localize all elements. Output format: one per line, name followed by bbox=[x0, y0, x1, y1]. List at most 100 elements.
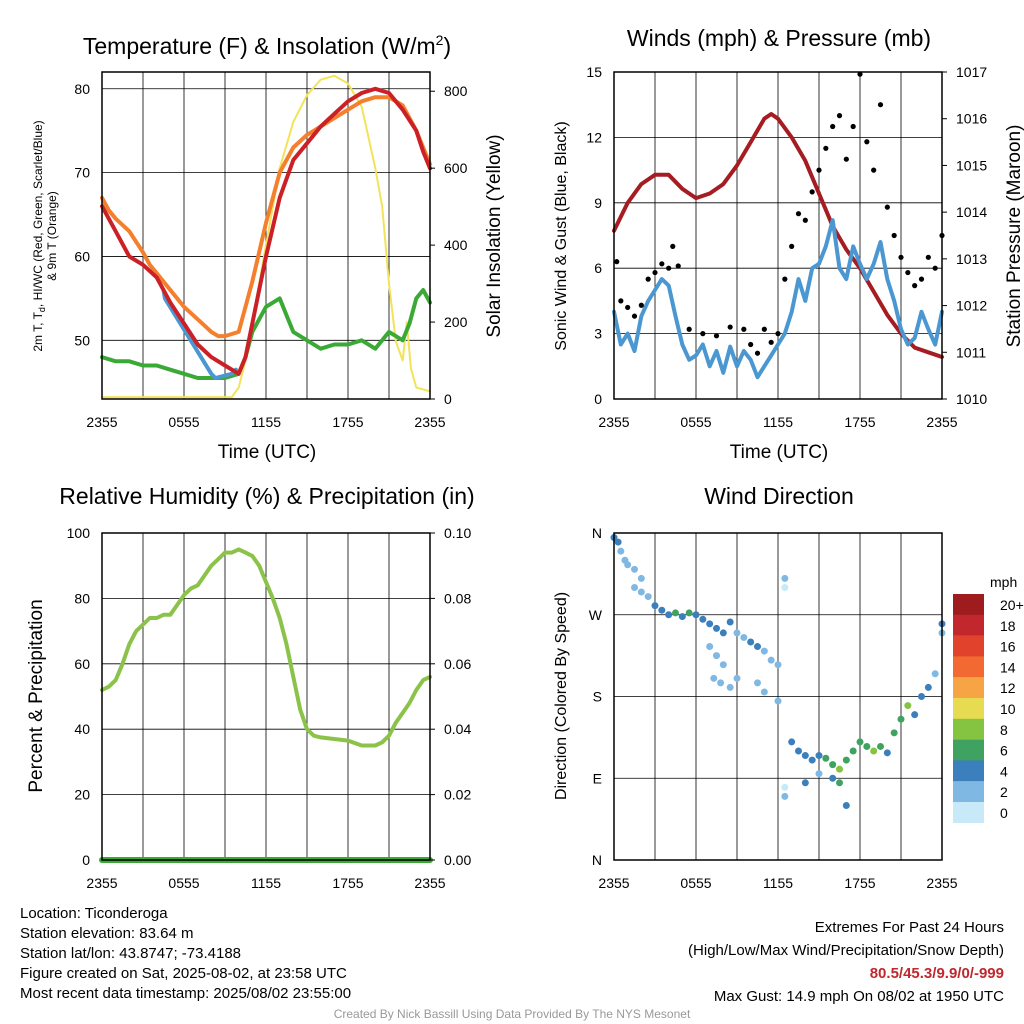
gust-point bbox=[932, 265, 938, 271]
x-tick-label: 1155 bbox=[763, 414, 793, 430]
y-tick-label: 80 bbox=[74, 590, 90, 606]
station-elevation: Station elevation: 83.64 m bbox=[20, 925, 194, 942]
y2-tick-label: 200 bbox=[444, 314, 468, 330]
winds-series bbox=[612, 71, 945, 380]
y2-tick-label: 800 bbox=[444, 83, 468, 99]
legend-label: 10 bbox=[1000, 701, 1016, 717]
gust-point bbox=[631, 313, 638, 319]
temperature-series bbox=[100, 74, 432, 399]
x-tick-label: 1155 bbox=[251, 414, 281, 430]
direction-point bbox=[692, 611, 700, 619]
y2-tick-label: 0.00 bbox=[444, 852, 471, 868]
direction-point bbox=[883, 749, 891, 757]
humidity-title: Relative Humidity (%) & Precipitation (i… bbox=[59, 483, 474, 509]
direction-point bbox=[637, 574, 645, 582]
gust-point bbox=[857, 71, 863, 77]
direction-point bbox=[767, 656, 775, 664]
x-tick-label: 1155 bbox=[763, 875, 793, 891]
temperature-title: Temperature (F) & Insolation (W/m2) bbox=[83, 32, 451, 59]
y-tick-label: 40 bbox=[74, 721, 90, 737]
station-location: Location: Ticonderoga bbox=[20, 905, 168, 922]
winddir-series bbox=[610, 534, 946, 809]
legend-label: 6 bbox=[1000, 743, 1008, 759]
y-tick-label: 15 bbox=[586, 64, 602, 80]
legend-swatch bbox=[953, 594, 984, 615]
gust-point bbox=[823, 145, 829, 151]
gust-point bbox=[775, 331, 781, 337]
gust-point bbox=[782, 276, 788, 282]
legend-label: 14 bbox=[1000, 659, 1016, 675]
y-tick-label: 9 bbox=[594, 195, 602, 211]
direction-point bbox=[624, 561, 632, 569]
gust-point bbox=[836, 113, 843, 119]
y-tick-label: 20 bbox=[74, 787, 90, 803]
winddir-plot-frame bbox=[613, 532, 943, 861]
winddir-ticks: 2355 0555 1155 1755 2355 N E S W N bbox=[589, 525, 958, 891]
legend-swatch bbox=[953, 760, 984, 782]
gust-point bbox=[905, 269, 911, 276]
x-tick-label: 2355 bbox=[86, 875, 117, 891]
gust-point bbox=[666, 265, 672, 271]
direction-point bbox=[631, 565, 638, 573]
winds-xlabel: Time (UTC) bbox=[730, 442, 829, 463]
direction-point bbox=[614, 538, 622, 546]
winds-ylabel-right: Station Pressure (Maroon) bbox=[1004, 125, 1024, 348]
direction-point bbox=[719, 629, 727, 637]
direction-point bbox=[795, 747, 802, 755]
direction-point bbox=[644, 593, 652, 601]
y2-tick-label: 1013 bbox=[956, 251, 987, 267]
direction-point bbox=[658, 606, 666, 614]
extremes-values: 80.5/45.3/9.9/0/-999 bbox=[869, 965, 1004, 982]
dewpoint-line bbox=[100, 288, 432, 380]
legend-label: 2 bbox=[1000, 784, 1008, 800]
x-tick-label: 2355 bbox=[414, 414, 445, 430]
x-tick-label: 0555 bbox=[680, 875, 711, 891]
direction-point bbox=[801, 752, 809, 760]
direction-point bbox=[924, 683, 932, 691]
gust-point bbox=[659, 261, 665, 267]
winddir-grid bbox=[613, 532, 943, 861]
extremes-title: Extremes For Past 24 Hours bbox=[814, 919, 1004, 936]
direction-point bbox=[849, 747, 857, 755]
legend-label: 12 bbox=[1000, 680, 1016, 696]
y2-tick-label: 1015 bbox=[956, 157, 987, 173]
y2-tick-label: 1012 bbox=[956, 298, 987, 314]
temperature-ylabel-right: Solar Insolation (Yellow) bbox=[484, 134, 505, 337]
winddir-title: Wind Direction bbox=[704, 483, 854, 509]
legend-swatch bbox=[953, 739, 984, 761]
station-latlon: Station lat/lon: 43.8747; -73.4188 bbox=[20, 945, 242, 962]
direction-point bbox=[706, 643, 714, 651]
temp2m-line bbox=[100, 86, 432, 376]
y-tick-label: 0 bbox=[82, 852, 90, 868]
credit-line: Created By Nick Bassill Using Data Provi… bbox=[333, 1007, 691, 1021]
insolation-line bbox=[101, 74, 431, 399]
direction-point bbox=[931, 670, 939, 678]
y2-tick-label: 0 bbox=[444, 391, 452, 407]
gust-point bbox=[925, 254, 931, 260]
direction-point bbox=[726, 618, 734, 626]
y2-tick-label: 1016 bbox=[956, 111, 987, 127]
legend-title: mph bbox=[990, 574, 1017, 590]
gust-point bbox=[843, 156, 849, 162]
legend-label: 16 bbox=[1000, 639, 1016, 655]
y-tick-label: 3 bbox=[594, 326, 602, 342]
y2-tick-label: 1017 bbox=[956, 64, 987, 80]
direction-point bbox=[856, 738, 864, 746]
y2-tick-label: 1011 bbox=[956, 344, 986, 360]
gust-point bbox=[638, 302, 644, 308]
y-tick-label: 70 bbox=[74, 165, 90, 181]
legend-swatch bbox=[953, 656, 984, 678]
figure-created: Figure created on Sat, 2025-08-02, at 23… bbox=[20, 965, 347, 982]
direction-point bbox=[815, 752, 823, 760]
gust-point bbox=[918, 276, 925, 282]
direction-point bbox=[774, 697, 782, 705]
y2-tick-label: 400 bbox=[444, 237, 468, 253]
direction-point bbox=[918, 693, 925, 700]
humidity-panel: Relative Humidity (%) & Precipitation (i… bbox=[26, 483, 475, 891]
direction-point bbox=[781, 574, 789, 582]
x-tick-label: 1755 bbox=[844, 414, 875, 430]
gust-point bbox=[884, 204, 890, 210]
direction-point bbox=[719, 661, 727, 669]
temperature-ylabel-line1: 2m T, Td, HI/WC (Red, Green, Scarlet/Blu… bbox=[31, 120, 47, 351]
direction-point bbox=[781, 783, 789, 791]
